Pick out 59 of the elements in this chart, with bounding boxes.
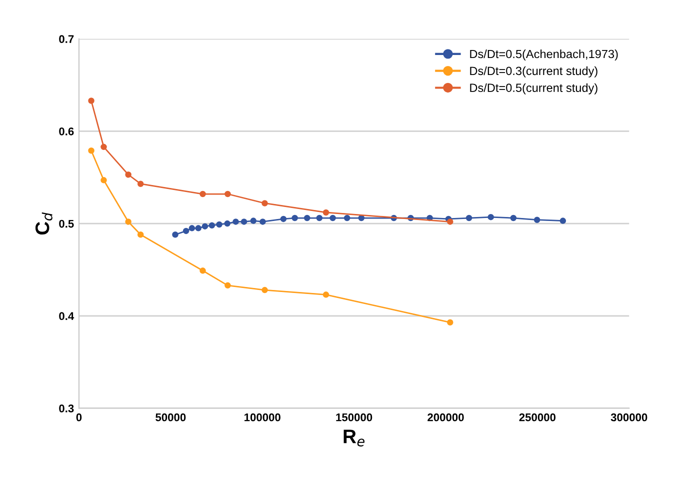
point [280, 216, 287, 222]
point [292, 214, 298, 222]
point [208, 222, 216, 229]
point [188, 225, 196, 232]
point [88, 147, 94, 154]
point [488, 214, 494, 220]
point [125, 218, 132, 225]
point [137, 180, 144, 187]
x-axis-title: R$_{e}$ [344, 430, 364, 446]
point [316, 214, 323, 222]
point [322, 209, 330, 216]
point [224, 220, 230, 227]
legend-label: Ds/Dt=0.5(Achenbach,1973) [470, 50, 618, 61]
point [88, 98, 94, 104]
y-tick-label: 0.3 [59, 404, 74, 412]
y-tick-label: 0.5 [59, 220, 74, 228]
point [100, 144, 107, 150]
point [232, 218, 239, 225]
point [224, 282, 231, 289]
point [195, 225, 202, 232]
point [182, 228, 190, 234]
point [260, 218, 266, 225]
y-tick-label: 0.6 [59, 127, 74, 136]
point [137, 232, 144, 238]
x-tick-label: 100000 [244, 413, 280, 422]
y-tick-label: 0.4 [59, 312, 74, 320]
x-tick-label: 300000 [610, 413, 648, 422]
point [240, 218, 248, 225]
point [172, 232, 178, 238]
point [304, 214, 310, 222]
point [330, 214, 336, 222]
point [447, 319, 454, 326]
point [262, 286, 268, 294]
point [100, 177, 107, 184]
point [262, 200, 268, 206]
point [200, 268, 206, 274]
point [224, 190, 231, 198]
point [250, 218, 256, 224]
point [447, 218, 454, 225]
point [125, 171, 132, 178]
y-axis-title: C$_{d}$ [35, 212, 52, 235]
point [200, 190, 206, 198]
point [322, 292, 330, 298]
point [344, 214, 350, 222]
x-tick-label: 150000 [336, 413, 372, 422]
point [216, 221, 222, 228]
point [358, 214, 364, 222]
point [466, 214, 472, 222]
point [202, 223, 208, 230]
point [510, 214, 517, 222]
x-tick-label: 200000 [428, 413, 464, 422]
legend-label: Ds/Dt=0.5(current study) [470, 83, 598, 94]
y-tick-label: 0.7 [59, 35, 74, 44]
point [534, 216, 540, 223]
point [560, 218, 566, 224]
x-tick-label: 0 [76, 413, 82, 422]
x-tick-label: 250000 [519, 413, 556, 422]
legend-label: Ds/Dt=0.3(current study) [470, 66, 598, 78]
x-tick-label: 50000 [156, 413, 186, 422]
